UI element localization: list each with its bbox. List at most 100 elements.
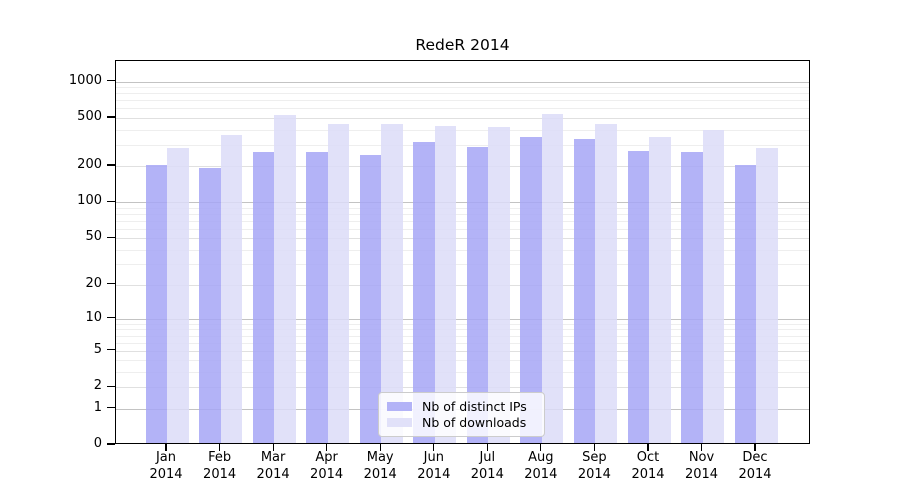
y-tick-mark-1000 [107,80,115,82]
gridline-7 [116,335,809,337]
gridline-700 [116,100,809,102]
y-tick-mark-100 [107,200,115,202]
gridline-2 [116,387,809,389]
x-tick-mark-dec [754,444,756,451]
bar-distinct-ips-apr [306,151,328,443]
bar-distinct-ips-may [359,154,382,443]
y-tick-mark-1 [107,406,115,409]
gridline-4 [116,360,809,362]
gridline-8 [116,329,809,331]
bar-downloads-oct [649,137,671,443]
x-tick-label-may: May 2014 [363,450,397,482]
legend-item-downloads: Nb of downloads [387,415,536,430]
gridline-100 [116,202,809,204]
x-tick-label-oct: Oct 2014 [631,450,665,482]
x-tick-mark-aug [540,444,542,451]
bar-distinct-ips-mar [252,151,275,443]
legend-label-distinct-ips: Nb of distinct IPs [422,398,527,414]
bar-distinct-ips-sep [573,138,596,443]
bar-downloads-sep [595,123,617,443]
y-tick-label-1: 1 [93,399,102,415]
bar-distinct-ips-jun [413,142,435,443]
x-tick-mark-oct [647,444,649,451]
bar-downloads-dec [756,148,778,443]
bar-distinct-ips-aug [520,137,542,443]
gridline-800 [116,93,809,95]
gridline-30 [116,264,809,266]
gridline-10 [116,318,809,320]
gridline-90 [116,207,809,209]
bar-distinct-ips-dec [734,165,756,443]
x-tick-label-dec: Dec 2014 [738,450,772,482]
y-tick-mark-200 [107,164,115,166]
gridline-20 [116,284,809,286]
bar-distinct-ips-nov [681,151,703,443]
y-tick-mark-10 [107,317,115,319]
x-tick-label-aug: Aug 2014 [524,450,558,482]
x-tick-label-sep: Sep 2014 [577,450,611,482]
x-tick-mark-jul [486,444,488,451]
x-tick-mark-jun [433,444,435,451]
y-tick-mark-0 [107,443,115,445]
y-tick-label-1000: 1000 [68,72,102,88]
gridline-60 [116,228,809,230]
x-tick-mark-nov [700,444,703,451]
bar-downloads-jun [434,126,457,443]
plot-area [115,60,810,444]
gridline-9 [116,323,809,325]
x-tick-label-nov: Nov 2014 [684,450,719,482]
y-tick-mark-5 [107,349,115,351]
x-tick-label-jan: Jan 2014 [149,450,183,482]
bar-downloads-feb [220,134,242,443]
y-tick-mark-20 [107,283,115,285]
x-tick-label-jul: Jul 2014 [470,450,504,482]
y-tick-mark-2 [107,385,115,387]
legend: Nb of distinct IPs Nb of downloads [378,392,545,437]
gridline-40 [116,249,809,251]
legend-item-distinct-ips: Nb of distinct IPs [387,399,536,414]
y-tick-mark-500 [107,116,115,118]
bar-distinct-ips-oct [627,151,649,443]
y-tick-label-5: 5 [93,341,102,357]
gridline-6 [116,342,809,344]
gridline-1000 [116,81,809,83]
gridline-500 [116,118,809,119]
y-tick-label-50: 50 [85,229,102,245]
y-tick-mark-50 [107,236,115,238]
gridline-300 [116,144,809,146]
y-tick-label-100: 100 [77,193,102,209]
x-tick-mark-may [379,444,381,451]
y-tick-label-20: 20 [85,275,102,291]
gridline-5 [116,350,809,352]
bar-downloads-may [381,123,403,443]
y-tick-label-200: 200 [77,157,102,172]
x-tick-label-apr: Apr 2014 [310,450,344,482]
bar-downloads-aug [541,113,564,443]
gridline-50 [116,238,809,240]
gridline-900 [116,87,809,89]
chart-title: RedeR 2014 [415,36,510,54]
y-tick-label-10: 10 [85,309,102,325]
gridline-70 [116,220,809,222]
x-tick-label-mar: Mar 2014 [256,450,290,482]
bar-downloads-mar [274,114,296,443]
gridline-400 [116,129,809,131]
y-tick-label-0: 0 [93,436,102,451]
bar-downloads-apr [327,123,350,443]
legend-label-downloads: Nb of downloads [422,415,527,431]
gridline-3 [116,372,809,374]
bar-downloads-jan [167,148,189,443]
legend-swatch-distinct-ips [387,401,412,411]
x-tick-mark-sep [593,444,595,451]
x-tick-mark-feb [219,444,221,451]
x-tick-mark-jan [165,444,167,451]
gridline-200 [116,166,809,167]
y-tick-label-500: 500 [77,109,102,124]
x-tick-label-feb: Feb 2014 [203,450,237,482]
bar-distinct-ips-feb [199,168,221,443]
bar-distinct-ips-jul [466,147,489,443]
bar-downloads-nov [702,130,724,443]
y-tick-label-2: 2 [93,378,102,394]
x-tick-label-jun: Jun 2014 [417,450,451,482]
